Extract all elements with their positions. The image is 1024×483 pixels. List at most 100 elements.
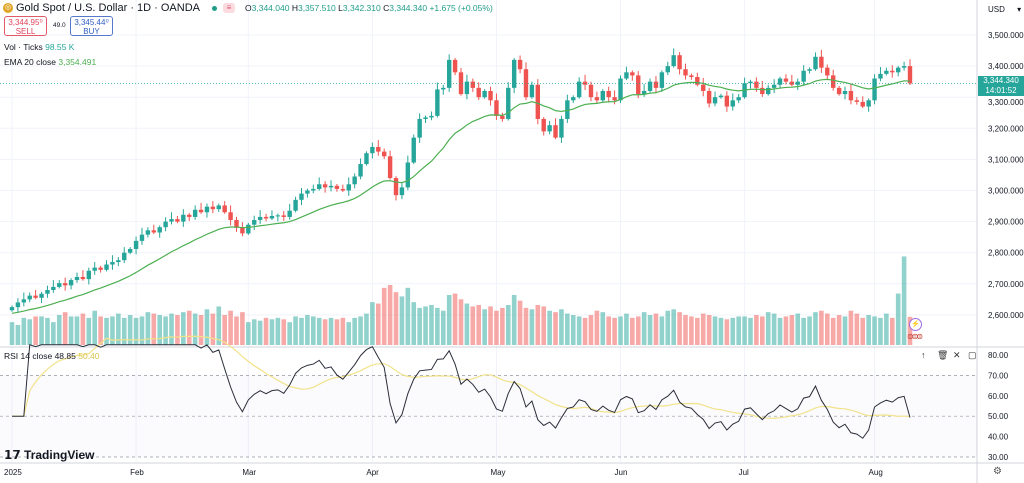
volume-bar bbox=[204, 309, 210, 345]
settings-gear-icon[interactable]: ⚙ bbox=[993, 466, 1002, 477]
candle-body bbox=[653, 81, 659, 88]
sell-button[interactable]: 3,344.95⁰ SELL bbox=[4, 16, 47, 36]
candle-body bbox=[246, 224, 251, 234]
rsi-tick-label: 40.00 bbox=[988, 433, 1009, 442]
candle-body bbox=[240, 227, 245, 234]
buy-label: BUY bbox=[83, 27, 100, 36]
candle-body bbox=[98, 267, 103, 270]
volume-bar bbox=[854, 313, 860, 345]
candle-body bbox=[689, 75, 694, 77]
candle-body bbox=[340, 188, 346, 191]
volume-bar bbox=[789, 315, 795, 345]
candle-body bbox=[39, 293, 44, 298]
candle-body bbox=[281, 215, 286, 217]
volume-bar bbox=[440, 310, 446, 345]
volume-bar bbox=[352, 317, 357, 345]
volume-bar bbox=[630, 317, 635, 345]
data-vendor-badge-icon[interactable]: ≡ bbox=[223, 3, 235, 13]
rsi-legend[interactable]: RSI 14 close 48.85 50.40 bbox=[4, 351, 100, 361]
ema-legend[interactable]: EMA 20 close 3,354.491 bbox=[4, 57, 96, 67]
candle-body bbox=[618, 78, 623, 101]
candle-body bbox=[606, 90, 611, 98]
currency-selector[interactable]: USD ▾ bbox=[988, 5, 1021, 14]
volume-bar bbox=[866, 315, 871, 345]
candle-body bbox=[789, 81, 795, 85]
volume-bar bbox=[860, 317, 866, 345]
move-pane-up-icon[interactable]: ↑ bbox=[921, 350, 926, 360]
volume-value: 98.55 K bbox=[45, 42, 75, 52]
candle-body bbox=[724, 95, 730, 107]
volume-bar bbox=[305, 315, 310, 345]
delete-pane-icon[interactable]: 🗑 bbox=[937, 350, 949, 360]
volume-bar bbox=[92, 310, 98, 345]
sell-label: SELL bbox=[15, 27, 36, 36]
candle-body bbox=[133, 240, 139, 249]
candle-body bbox=[576, 81, 582, 98]
volume-bar bbox=[381, 287, 387, 345]
candle-body bbox=[293, 199, 298, 211]
volume-bar bbox=[228, 310, 233, 345]
collapse-pane-icon[interactable]: ✕ bbox=[953, 350, 961, 360]
spread-value: 49.0 bbox=[53, 22, 66, 29]
rsi-value: 48.85 bbox=[54, 351, 76, 361]
volume-bar bbox=[51, 322, 56, 345]
candle-body bbox=[701, 84, 706, 91]
volume-bar bbox=[399, 296, 405, 345]
volume-bar bbox=[133, 317, 139, 345]
volume-bar bbox=[718, 317, 724, 345]
volume-bar bbox=[570, 315, 576, 345]
candle-body bbox=[175, 219, 180, 222]
volume-bar bbox=[724, 319, 730, 345]
candle-body bbox=[559, 118, 564, 138]
volume-bar bbox=[110, 316, 115, 345]
volume-bar bbox=[624, 313, 629, 345]
volume-bar bbox=[689, 316, 694, 345]
volume-bar bbox=[33, 316, 38, 345]
time-tick-label: Jul bbox=[739, 468, 749, 477]
rsi-tick-label: 70.00 bbox=[988, 371, 1009, 380]
volume-bar bbox=[665, 310, 671, 345]
candle-body bbox=[612, 97, 617, 101]
time-tick-label: Mar bbox=[242, 468, 256, 477]
volume-bar bbox=[27, 319, 33, 345]
high-label: H bbox=[291, 3, 298, 13]
candle-body bbox=[393, 178, 399, 196]
economic-events-flags-icon[interactable]: ⊜⊜⊜ bbox=[907, 332, 923, 341]
candle-body bbox=[198, 209, 204, 213]
volume-bar bbox=[216, 306, 222, 345]
candle-body bbox=[405, 162, 411, 188]
volume-bar bbox=[760, 316, 765, 345]
volume-legend[interactable]: Vol · Ticks 98.55 K bbox=[4, 42, 74, 52]
buy-button[interactable]: 3,345.44⁰ BUY bbox=[70, 16, 113, 36]
rsi-label: RSI 14 close bbox=[4, 351, 53, 361]
candle-body bbox=[594, 97, 600, 101]
volume-bar bbox=[62, 312, 68, 345]
symbol-title[interactable]: Gold Spot / U.S. Dollar · 1D · OANDA bbox=[16, 2, 200, 14]
price-tick-label: 2,600.000 bbox=[988, 311, 1024, 320]
maximize-pane-icon[interactable]: ▢ bbox=[968, 350, 977, 360]
price-tick-label: 3,000.000 bbox=[988, 187, 1024, 196]
candle-body bbox=[57, 283, 62, 287]
lightning-event-icon[interactable]: ⚡ bbox=[909, 318, 922, 331]
volume-bar bbox=[523, 307, 529, 345]
open-label: O bbox=[245, 3, 252, 13]
volume-bar bbox=[907, 316, 913, 345]
volume-bar bbox=[222, 315, 227, 345]
volume-bar bbox=[659, 316, 665, 345]
price-tick-label: 2,700.000 bbox=[988, 280, 1024, 289]
candle-body bbox=[222, 205, 227, 213]
last-price: 3,344.340 bbox=[983, 76, 1019, 85]
volume-bar bbox=[458, 299, 464, 345]
volume-bar bbox=[482, 309, 487, 345]
candle-body bbox=[458, 72, 464, 95]
volume-bar bbox=[127, 315, 133, 345]
ema-value: 3,354.491 bbox=[58, 57, 97, 67]
price-tick-label: 2,900.000 bbox=[988, 218, 1024, 227]
volume-bar bbox=[68, 316, 74, 345]
candle-body bbox=[181, 214, 186, 222]
volume-bar bbox=[86, 317, 92, 345]
volume-bar bbox=[736, 316, 741, 345]
candle-body bbox=[92, 267, 97, 271]
candle-body bbox=[104, 264, 109, 270]
